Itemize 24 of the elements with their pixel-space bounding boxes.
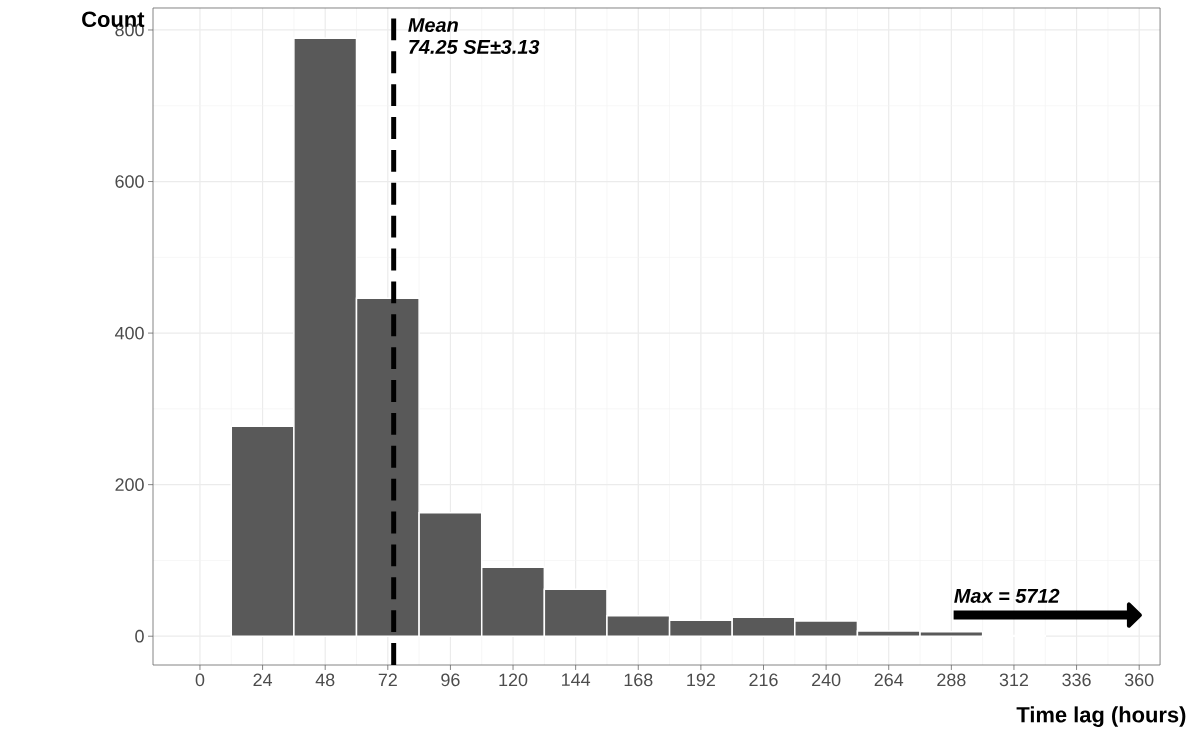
x-tick-label: 72 xyxy=(378,673,397,687)
x-tick-label: 264 xyxy=(874,673,904,687)
x-tick-label: 120 xyxy=(499,673,528,687)
annotation: 74.25 SE±3.13 xyxy=(409,39,540,54)
x-tick-label: 0 xyxy=(195,673,205,687)
y-tick-label: 200 xyxy=(115,478,144,491)
x-tick-label: 168 xyxy=(624,673,653,687)
annotation: Max = 5712 xyxy=(954,588,1060,603)
x-tick-label: 288 xyxy=(937,673,966,687)
x-tick-label: 360 xyxy=(1124,673,1154,687)
x-tick-label: 192 xyxy=(687,673,715,687)
x-tick-label: 336 xyxy=(1062,673,1091,687)
y-tick-label: 400 xyxy=(114,326,144,340)
y-tick-label: 600 xyxy=(115,175,144,188)
x-tick-label: 24 xyxy=(253,673,273,687)
x-axis-title: Time lag (hours) xyxy=(1016,706,1186,727)
x-tick-label: 312 xyxy=(999,673,1029,687)
x-tick-label: 240 xyxy=(812,673,841,687)
x-tick-label: 144 xyxy=(562,673,591,686)
y-tick-label: 0 xyxy=(135,629,144,643)
x-tick-label: 96 xyxy=(441,673,460,687)
x-tick-label: 48 xyxy=(315,673,335,687)
ref-line-label: Mean xyxy=(408,18,458,33)
x-tick-label: 216 xyxy=(749,673,778,687)
